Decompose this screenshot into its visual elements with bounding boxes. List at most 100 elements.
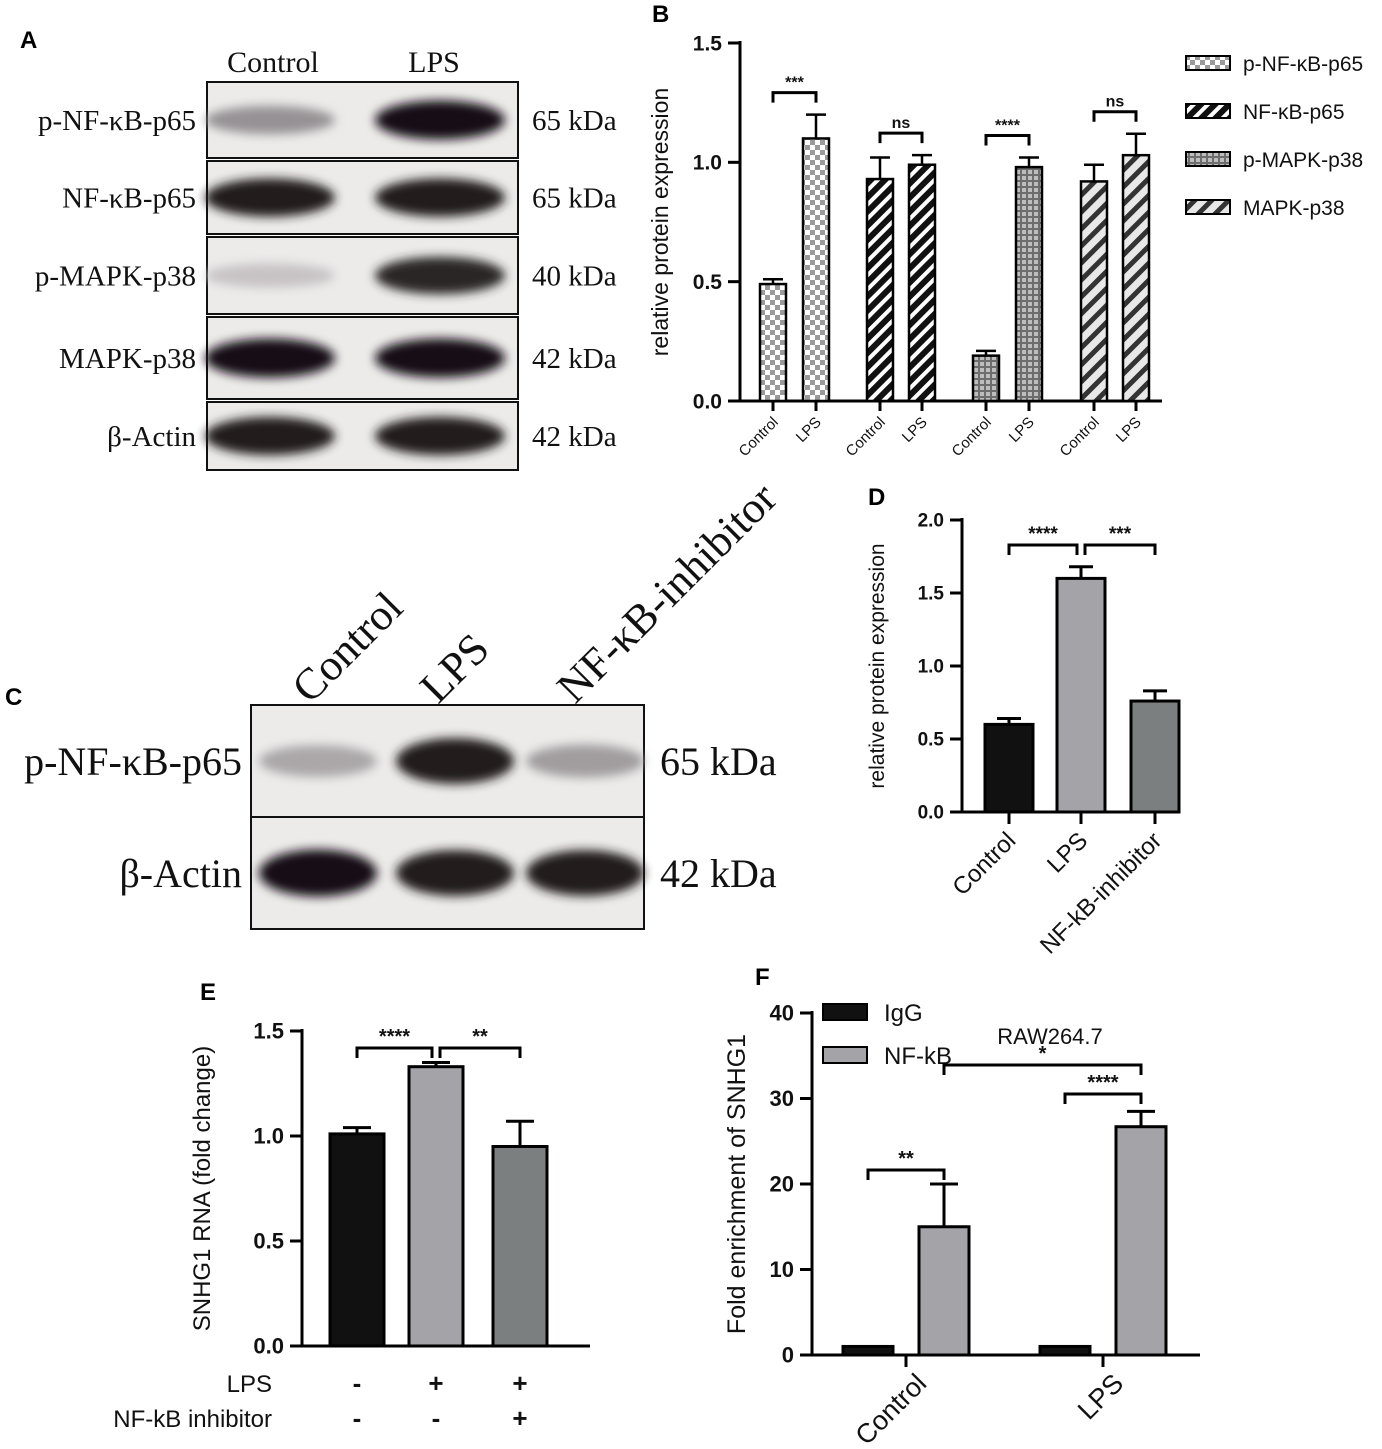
blot-protein-label-0: p-NF-κB-p65 [24, 739, 242, 784]
bar-b-1-1 [907, 163, 937, 403]
blot-a-lane-lps: LPS [408, 46, 460, 79]
y-tick-label-2: 1.0 [693, 152, 722, 175]
legend-swatch-b-0 [1185, 55, 1231, 71]
legend-label-f-1: NF-kB [884, 1043, 952, 1070]
bar-b-2-1 [1014, 165, 1044, 403]
legend-label-b-1: NF-κB-p65 [1243, 101, 1345, 124]
blot-band-0-1 [375, 100, 505, 140]
blot-size-label-0: 65 kDa [532, 105, 617, 137]
blot-band-3-1 [375, 338, 505, 378]
blot-size-label-1: 65 kDa [532, 183, 617, 215]
blot-band-3-0 [205, 338, 335, 378]
x-tick-label-f-0: Control [849, 1368, 932, 1449]
sig-b-0-label: *** [785, 75, 804, 92]
chart-f-title: RAW264.7 [997, 1024, 1103, 1049]
blot-band-1-0 [259, 849, 377, 897]
panel-letter-e: E [200, 979, 216, 1006]
x-tick-label-b-0-0: Control [736, 414, 782, 460]
blot-c-lane-lps: LPS [410, 624, 498, 712]
bar-e-2 [491, 1145, 549, 1348]
legend-label-b-0: p-NF-κB-p65 [1243, 53, 1363, 76]
western-blot-a: Control LPS p-NF-κB-p65 65 kDa NF-κB-p65 65… [35, 46, 617, 471]
bar-f-0-1 [917, 1225, 971, 1357]
y-tick-label-4: 2.0 [918, 511, 944, 532]
x-tick-label-f-1: LPS [1072, 1368, 1129, 1425]
legend-label-b-3: MAPK-p38 [1243, 197, 1345, 220]
blot-size-label-1: 42 kDa [660, 851, 777, 896]
western-blot-c: Control LPS NF-κB-inhibitor p-NF-κB-p65 6… [24, 473, 786, 930]
blot-protein-label-1: β-Actin [119, 851, 242, 896]
condition-mark-0-2: + [512, 1368, 527, 1398]
blot-c-lane-inhibitor: NF-κB-inhibitor [547, 473, 786, 712]
y-tick-label-2: 1.0 [918, 657, 944, 678]
x-tick-label-d-0: Control [947, 827, 1021, 901]
legend-swatch-b-1 [1185, 103, 1231, 119]
x-tick-label-b-3-0: Control [1057, 414, 1103, 460]
y-axis-label: Fold enrichment of SNHG1 [723, 1034, 751, 1334]
y-tick-label-0: 0.0 [918, 803, 944, 824]
condition-label-1: NF-kB inhibitor [113, 1406, 272, 1433]
blot-band-4-1 [375, 416, 505, 456]
sig-f-2 [942, 1063, 1143, 1075]
bar-f-1-0 [1038, 1344, 1092, 1357]
bar-b-2-0 [971, 354, 1001, 403]
blot-band-1-0 [205, 178, 335, 217]
panel-letter-d: D [868, 484, 885, 511]
y-tick-label-2: 1.0 [253, 1124, 284, 1149]
bar-f-1-1 [1114, 1125, 1168, 1357]
sig-d-0-label: **** [1028, 524, 1058, 545]
y-tick-label-1: 0.5 [918, 730, 945, 751]
y-tick-label-1: 10 [770, 1257, 794, 1282]
y-tick-label-4: 40 [770, 1001, 794, 1026]
blot-a-lane-control: Control [227, 46, 319, 79]
y-axis-label: relative protein expression [647, 88, 673, 356]
bar-d-1 [1055, 576, 1107, 814]
sig-b-3 [1092, 110, 1138, 122]
condition-mark-0-1: + [428, 1368, 443, 1398]
bar-d-0 [983, 722, 1035, 814]
y-tick-label-0: 0.0 [693, 390, 722, 413]
blot-band-1-1 [396, 850, 514, 896]
bar-b-3-1 [1121, 153, 1151, 403]
y-tick-label-1: 0.5 [693, 271, 723, 294]
sig-b-2-label: **** [995, 118, 1021, 135]
y-tick-label-0: 0 [782, 1343, 794, 1368]
bar-b-1-0 [865, 177, 895, 403]
y-tick-label-0: 0.0 [253, 1334, 284, 1359]
blot-protein-label-3: MAPK-p38 [59, 343, 196, 375]
bar-e-0 [328, 1132, 386, 1348]
blot-band-1-1 [375, 178, 505, 217]
y-axis-label: relative protein expression [866, 543, 889, 788]
bar-b-0-0 [758, 282, 788, 403]
blot-c-lane-control: Control [282, 582, 412, 712]
blot-band-0-1 [396, 738, 514, 784]
condition-label-0: LPS [227, 1371, 272, 1398]
sig-e-1 [438, 1046, 522, 1058]
sig-e-0 [355, 1046, 434, 1058]
sig-f-1-label: **** [1087, 1072, 1118, 1094]
panel-letter-c: C [5, 684, 22, 711]
x-tick-label-d-1: LPS [1042, 827, 1093, 878]
condition-mark-1-1: - [432, 1403, 441, 1433]
legend-swatch-f-1 [822, 1046, 868, 1064]
blot-protein-label-0: p-NF-κB-p65 [38, 105, 196, 137]
blot-size-label-3: 42 kDa [532, 343, 617, 375]
legend-label-f-0: IgG [884, 1000, 923, 1027]
panel-letter-b: B [652, 1, 669, 28]
y-tick-label-3: 1.5 [918, 584, 945, 605]
x-tick-label-b-1-0: Control [843, 414, 889, 460]
x-tick-label-b-2-1: LPS [1006, 414, 1038, 446]
blot-band-0-0 [205, 105, 335, 135]
bar-d-2 [1129, 699, 1181, 814]
sig-e-1-label: ** [472, 1026, 488, 1048]
legend-label-b-2: p-MAPK-p38 [1243, 149, 1363, 172]
x-tick-label-b-1-1: LPS [899, 414, 931, 446]
y-tick-label-2: 20 [770, 1172, 794, 1197]
x-tick-label-b-0-1: LPS [793, 414, 825, 446]
blot-size-label-2: 40 kDa [532, 261, 617, 293]
blot-band-4-0 [205, 416, 335, 456]
legend-swatch-f-0 [822, 1003, 868, 1021]
x-tick-label-b-3-1: LPS [1113, 414, 1145, 446]
sig-f-0 [866, 1168, 946, 1180]
blot-band-0-0 [259, 745, 377, 777]
